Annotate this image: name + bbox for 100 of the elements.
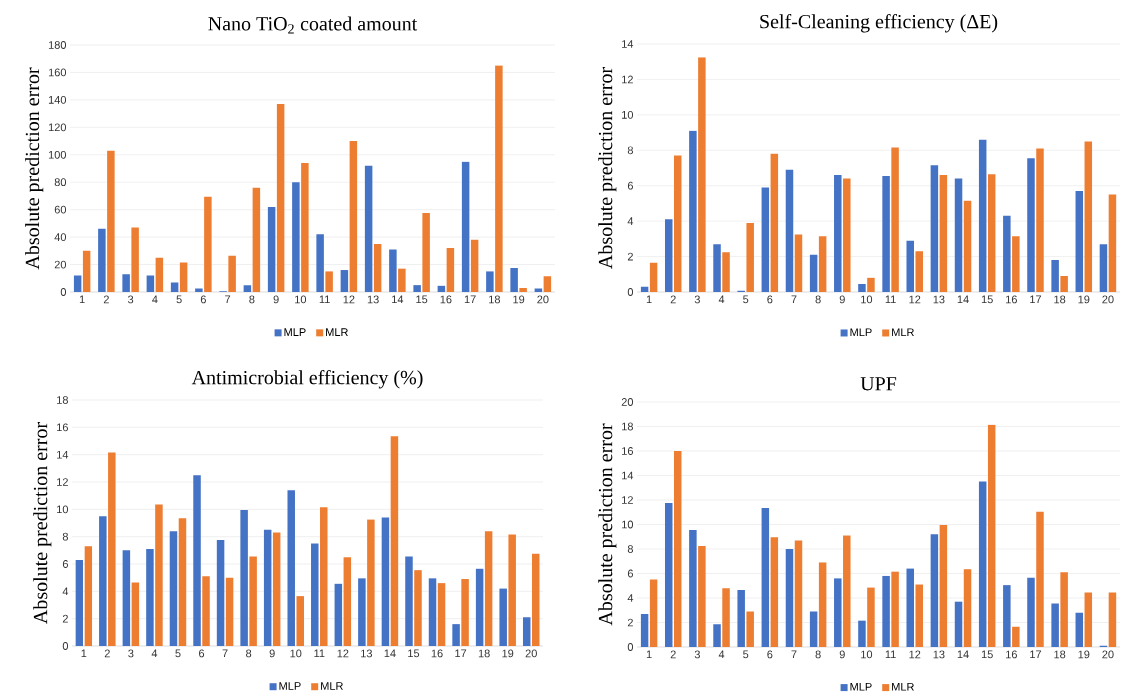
x-tick-label: 15: [981, 650, 993, 659]
bar: [722, 252, 730, 292]
bar: [75, 559, 84, 646]
x-tick-label: 10: [861, 295, 873, 304]
bar: [843, 178, 851, 292]
y-tick-label: 4: [627, 217, 634, 225]
bar: [122, 550, 131, 646]
bar: [320, 507, 328, 646]
bar: [737, 590, 745, 647]
y-tick-label: 12: [622, 75, 633, 84]
bar: [122, 274, 130, 292]
bar: [381, 517, 390, 646]
bar: [272, 532, 281, 646]
y-axis-title: Absolute prediction error: [598, 67, 617, 269]
legend-label: MLP: [284, 328, 306, 336]
bar: [809, 254, 818, 292]
bar: [785, 549, 794, 647]
bar: [316, 234, 324, 292]
bar: [475, 568, 484, 646]
x-tick-label: 19: [1078, 295, 1090, 304]
x-tick-label: 8: [249, 295, 255, 304]
x-tick-label: 20: [537, 295, 549, 304]
x-tick-label: 7: [225, 295, 231, 304]
bar: [649, 262, 658, 292]
bar: [761, 187, 770, 292]
bar: [170, 282, 179, 292]
bar: [292, 182, 300, 292]
bar: [1075, 191, 1084, 292]
x-tick-label: 14: [957, 295, 969, 304]
x-tick-label: 16: [431, 649, 443, 658]
bar: [1108, 194, 1117, 292]
x-tick-label: 3: [694, 295, 700, 304]
bar: [858, 620, 866, 647]
bar: [73, 275, 82, 292]
bar: [107, 150, 115, 292]
x-tick-label: 17: [1030, 650, 1042, 659]
bar: [1060, 572, 1068, 647]
y-tick-label: 120: [48, 123, 67, 132]
x-tick-label: 9: [269, 649, 275, 658]
bar: [891, 571, 899, 647]
x-tick-label: 4: [152, 295, 158, 304]
bar: [794, 540, 803, 647]
y-tick-label: 6: [627, 181, 633, 190]
y-tick-label: 6: [627, 569, 633, 578]
x-tick-label: 13: [361, 649, 373, 658]
x-tick-label: 1: [81, 649, 87, 658]
y-tick-label: 12: [57, 478, 68, 486]
y-axis-title: Absolute prediction error: [25, 67, 44, 270]
bar: [276, 104, 285, 292]
bar: [484, 531, 493, 646]
y-tick-label: 180: [48, 41, 67, 49]
x-tick-label: 13: [933, 295, 945, 304]
bar: [452, 624, 460, 646]
bar: [1012, 236, 1020, 292]
y-tick-label: 2: [627, 618, 633, 627]
x-tick-label: 2: [104, 649, 110, 658]
x-tick-label: 16: [440, 295, 452, 304]
x-tick-label: 14: [392, 295, 404, 304]
x-tick-label: 8: [246, 649, 252, 658]
y-tick-label: 8: [62, 532, 68, 541]
bar: [325, 271, 333, 292]
y-tick-label: 4: [627, 594, 634, 602]
chart-title: Nano TiO$_{2}$ coated amount: [208, 16, 418, 34]
bar: [978, 139, 987, 292]
bar: [531, 553, 540, 646]
bar: [99, 516, 107, 646]
x-tick-label: 18: [478, 649, 490, 658]
y-tick-label: 160: [48, 68, 67, 77]
bar: [146, 275, 155, 292]
bar: [508, 534, 516, 646]
y-tick-label: 16: [622, 447, 633, 455]
bar: [867, 277, 875, 292]
bar: [414, 570, 422, 646]
x-tick-label: 11: [885, 650, 896, 659]
x-tick-label: 19: [1078, 650, 1090, 659]
bar: [818, 562, 827, 647]
bar: [178, 518, 187, 646]
x-tick-label: 17: [1030, 295, 1042, 304]
bar: [673, 451, 682, 647]
x-tick-label: 9: [839, 295, 845, 304]
x-tick-label: 13: [367, 295, 379, 304]
x-tick-label: 10: [295, 295, 307, 304]
y-tick-label: 40: [54, 233, 67, 241]
bar: [1075, 612, 1084, 647]
legend-label: MLP: [850, 683, 872, 691]
bar: [470, 239, 479, 292]
legend-label: MLR: [326, 328, 348, 336]
bar: [240, 510, 248, 646]
y-tick-label: 2: [627, 252, 633, 261]
bar: [179, 262, 188, 292]
x-tick-label: 14: [384, 649, 396, 658]
x-tick-label: 11: [319, 295, 330, 304]
bar: [746, 222, 754, 292]
x-tick-label: 16: [1006, 650, 1017, 659]
bar: [398, 268, 406, 292]
bar: [818, 236, 827, 292]
bar: [349, 141, 358, 292]
bar: [640, 613, 649, 647]
bar: [906, 240, 914, 292]
chart-title: Antimicrobial efficiency (%): [191, 370, 423, 389]
